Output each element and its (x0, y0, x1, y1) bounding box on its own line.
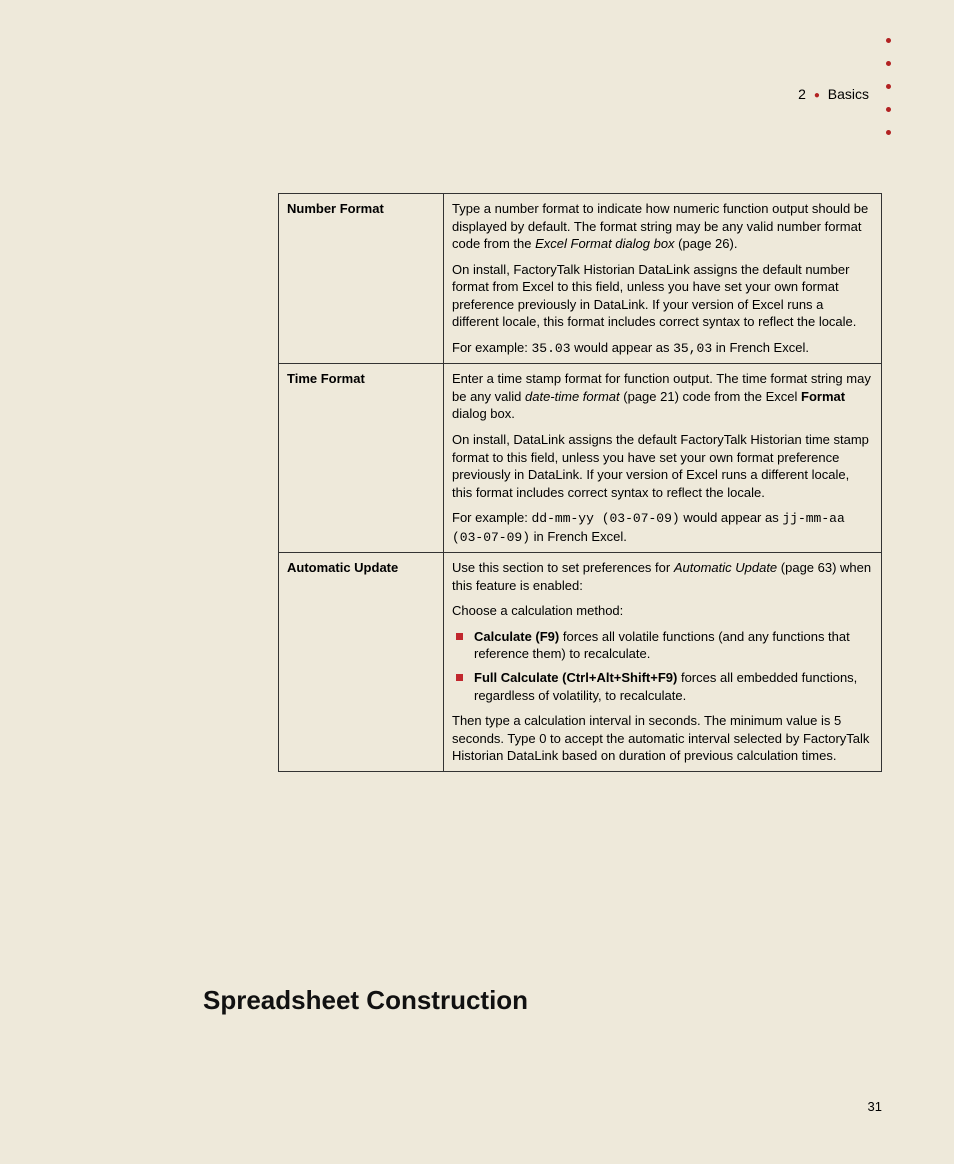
table-row: Number FormatType a number format to ind… (279, 194, 882, 364)
page-number: 31 (868, 1099, 882, 1114)
table-row: Time FormatEnter a time stamp format for… (279, 364, 882, 553)
chapter-name: Basics (828, 86, 869, 102)
table-body: Number FormatType a number format to ind… (279, 194, 882, 772)
section-heading: Spreadsheet Construction (203, 985, 528, 1016)
running-header: 2 ● Basics (798, 86, 869, 102)
bullet-icon: ● (814, 90, 820, 101)
setting-label: Number Format (279, 194, 444, 364)
decorative-dots (886, 38, 891, 135)
setting-description: Enter a time stamp format for function o… (444, 364, 882, 553)
table-row: Automatic UpdateUse this section to set … (279, 553, 882, 771)
setting-label: Automatic Update (279, 553, 444, 771)
chapter-number: 2 (798, 86, 806, 102)
setting-label: Time Format (279, 364, 444, 553)
settings-table: Number FormatType a number format to ind… (278, 193, 882, 772)
setting-description: Type a number format to indicate how num… (444, 194, 882, 364)
setting-description: Use this section to set preferences for … (444, 553, 882, 771)
